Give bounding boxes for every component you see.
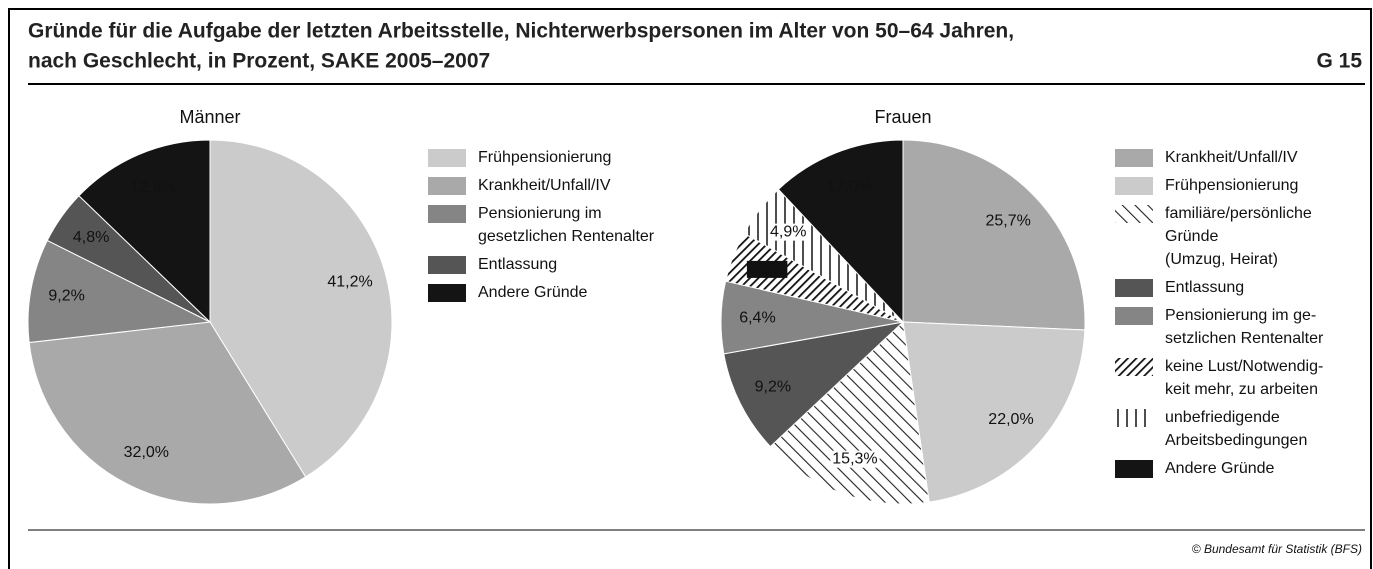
legend-swatch [1115, 460, 1153, 478]
legend-swatch [1115, 205, 1153, 223]
legend-label: familiäre/persönliche Gründe (Umzug, Heira… [1165, 205, 1312, 268]
value-label-bg [830, 450, 880, 468]
pie-title: Frauen [874, 107, 931, 127]
value-label: 22,0% [988, 411, 1033, 428]
legend-swatch [1115, 279, 1153, 297]
pie-slice [209, 139, 393, 478]
legend-swatch [428, 149, 466, 167]
pie-slice [777, 139, 904, 324]
value-label-bg [768, 223, 809, 241]
value-label: 4,8% [73, 229, 109, 246]
value-label: 6,4% [739, 310, 775, 327]
legend-swatch [428, 256, 466, 274]
legend-label: Entlassung [1165, 279, 1244, 296]
legend-label: Frühpensionierung [1165, 177, 1298, 194]
title-line: Gründe für die Aufgabe der letzten Arbei… [28, 20, 1014, 43]
value-label-bg [746, 260, 788, 278]
value-label: 12,8% [130, 179, 175, 196]
pie-slice [902, 321, 1086, 503]
pie-slice [78, 139, 211, 324]
title-line: nach Geschlecht, in Prozent, SAKE 2005–2… [28, 50, 490, 73]
legend-swatch [428, 177, 466, 195]
legend-label: Pensionierung im ge-setzlichen Rentenalt… [1165, 307, 1324, 347]
pie-title: Männer [179, 107, 240, 127]
legend-swatch [1115, 177, 1153, 195]
legend-swatch [1115, 307, 1153, 325]
value-label: 9,2% [755, 379, 791, 396]
legend-label: Frühpensionierung [478, 149, 611, 166]
value-label: 25,7% [986, 213, 1031, 230]
legend-swatch [1115, 358, 1153, 376]
pie-slice [27, 239, 212, 344]
legend-swatch [428, 284, 466, 302]
value-label: 12,0% [827, 178, 872, 195]
legend-label: Entlassung [478, 256, 557, 273]
value-label: 9,2% [48, 288, 84, 305]
chart-code: G 15 [1316, 50, 1362, 73]
legend-swatch [1115, 409, 1153, 427]
value-label: 32,0% [124, 444, 169, 461]
pie-slice [28, 321, 307, 505]
legend-swatch [1115, 149, 1153, 167]
pie-slice [769, 320, 930, 505]
value-label: 41,2% [327, 273, 372, 290]
frame [8, 8, 1372, 569]
legend-label: keine Lust/Notwendig-keit mehr, zu arbei… [1165, 358, 1323, 398]
value-label: 4,9% [770, 224, 806, 241]
source: © Bundesamt für Statistik (BFS) [1192, 542, 1362, 556]
legend-label: Andere Gründe [1165, 460, 1275, 477]
legend-label: Pensionierung im gesetzlichen Rentenalter [478, 205, 655, 245]
legend-label: Andere Gründe [478, 284, 588, 301]
legend-label: Krankheit/Unfall/IV [478, 177, 611, 194]
pie-slice [723, 321, 905, 448]
legend-label: unbefriedigende Arbeitsbedingungen [1165, 409, 1307, 449]
value-label: 4,5% [749, 261, 785, 278]
legend-swatch [428, 205, 466, 223]
legend-label: Krankheit/Unfall/IV [1165, 149, 1298, 166]
pie-slice [902, 139, 1086, 331]
value-label: 15,3% [832, 451, 877, 468]
